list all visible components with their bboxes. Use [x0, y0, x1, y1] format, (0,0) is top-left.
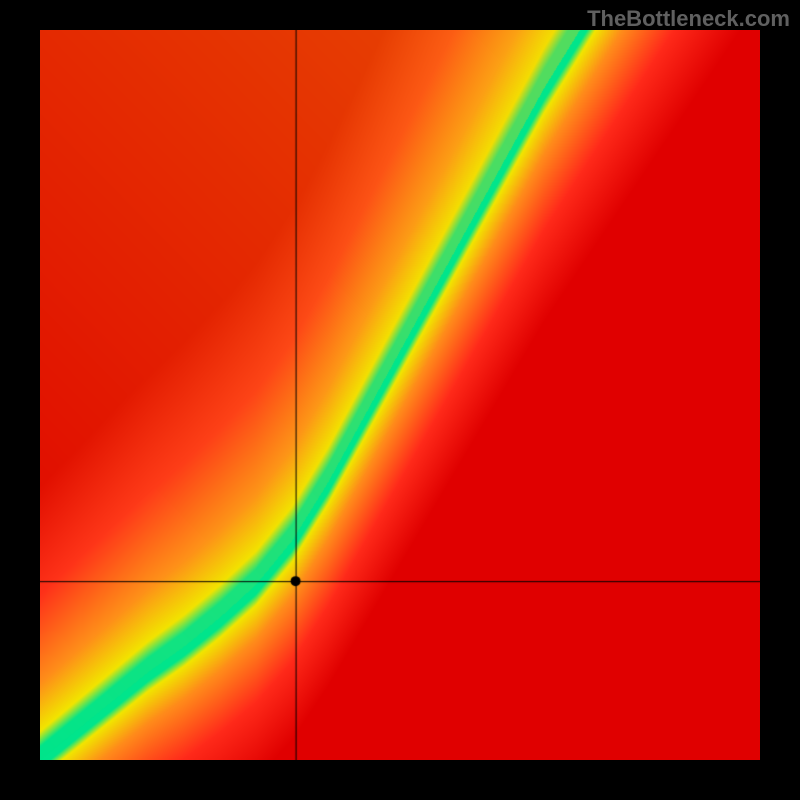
chart-container: TheBottleneck.com: [0, 0, 800, 800]
heatmap-canvas: [40, 30, 760, 760]
watermark-label: TheBottleneck.com: [587, 6, 790, 32]
heatmap-plot: [40, 30, 760, 760]
